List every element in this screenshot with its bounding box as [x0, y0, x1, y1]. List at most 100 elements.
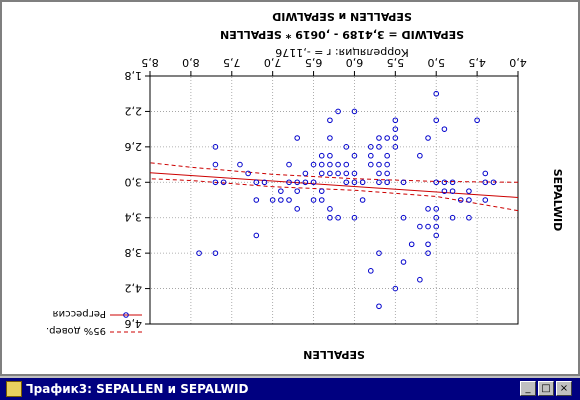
data-point: [343, 170, 350, 177]
data-point: [335, 161, 341, 168]
data-point: [376, 303, 382, 310]
confidence-lower-line: [149, 178, 519, 212]
data-point: [237, 161, 243, 168]
data-point: [400, 214, 407, 221]
data-point: [253, 197, 260, 203]
data-point: [286, 161, 292, 168]
close-button[interactable]: ×: [556, 381, 572, 396]
data-point: [220, 179, 227, 186]
data-point: [384, 135, 390, 141]
data-point: [466, 197, 472, 203]
y-tick-label: 4,2: [125, 282, 143, 295]
data-point: [392, 135, 399, 141]
y-tick-label: 4,6: [125, 317, 143, 330]
data-point: [457, 197, 464, 203]
data-point: [441, 188, 448, 194]
data-point: [417, 276, 423, 283]
window-titlebar[interactable]: Ꞁрафик3: SEPALLEN и SEPALWID _ □ ×: [0, 376, 580, 400]
data-point: [343, 144, 350, 150]
data-point: [433, 223, 440, 230]
data-point: [212, 161, 219, 168]
data-point: [318, 161, 325, 168]
data-point: [433, 214, 440, 221]
data-point: [392, 126, 399, 132]
data-point: [433, 90, 440, 97]
graph-app-icon[interactable]: [6, 381, 22, 397]
correlation-text: Корреляция: r = -,1176: [275, 46, 409, 59]
data-point: [212, 144, 219, 150]
data-point: [327, 206, 333, 212]
data-point: [212, 179, 219, 186]
regression-equation: SEPALWID = 3,4189 - ,0619 * SEPALLEN: [220, 28, 464, 41]
data-point: [351, 214, 358, 221]
data-point: [425, 135, 431, 141]
chart-title: SEPALLEN и SEPALWID: [272, 10, 412, 23]
data-point: [335, 170, 341, 177]
data-point: [425, 241, 431, 248]
data-point: [335, 214, 341, 221]
data-point: [351, 170, 358, 177]
data-point: [384, 170, 390, 177]
data-point: [318, 188, 325, 194]
data-point: [474, 117, 480, 124]
x-tick-label: 6,0: [346, 56, 364, 69]
legend-point-swatch: [123, 312, 129, 318]
confidence-band: [149, 162, 519, 212]
data-point: [253, 179, 260, 186]
data-point: [351, 108, 358, 115]
y-tick-labels: 1,8 2,2 2,6 3,0 3,4 3,8 4,2 4,6: [125, 69, 150, 330]
regression-line: [149, 172, 519, 198]
data-point: [433, 179, 440, 186]
data-point: [286, 197, 292, 203]
data-point: [376, 250, 382, 256]
data-point: [335, 108, 341, 115]
x-tick-labels: 4,0 4,5 5,0 5,5 6,0 6,5 7,0 7,5 8,0 8,5: [141, 56, 527, 76]
data-point: [327, 161, 333, 168]
data-point: [482, 197, 489, 203]
x-tick-label: 4,5: [468, 56, 486, 69]
x-tick-label: 5,5: [387, 56, 405, 69]
data-point: [253, 232, 260, 239]
data-point: [466, 214, 472, 221]
legend-regression-label: Регрессия: [53, 308, 106, 319]
data-point: [449, 179, 456, 186]
data-point: [392, 285, 399, 292]
plot-area: 4,0 4,5 5,0 5,5 6,0 6,5 7,0 7,5 8,0 8,5 1,8 2,2 2,6…: [0, 0, 580, 376]
data-point: [294, 179, 300, 186]
data-point: [318, 170, 325, 177]
minimize-button[interactable]: _: [520, 381, 536, 396]
data-point: [441, 126, 448, 132]
data-point: [327, 117, 333, 124]
data-point: [425, 223, 431, 230]
data-point: [376, 144, 382, 150]
maximize-button[interactable]: □: [538, 381, 554, 396]
data-point: [449, 214, 456, 221]
window-title: Ꞁрафик3: SEPALLEN и SEPALWID: [26, 382, 249, 396]
data-point: [376, 179, 382, 186]
data-point: [343, 179, 350, 186]
x-tick-label: 4,0: [509, 56, 527, 69]
data-point: [269, 197, 276, 203]
y-axis-title: SEPALWID: [551, 169, 564, 232]
x-tick-label: 8,5: [141, 56, 159, 69]
data-point: [400, 179, 407, 186]
regression-fit-line: [149, 172, 519, 198]
data-point: [433, 232, 440, 239]
data-point: [376, 135, 382, 141]
data-point: [294, 206, 300, 212]
data-point: [376, 170, 382, 177]
data-point: [384, 179, 390, 186]
data-point: [327, 152, 333, 159]
x-tick-label: 6,5: [305, 56, 323, 69]
data-point: [245, 170, 251, 177]
data-point: [261, 179, 268, 186]
data-point: [318, 152, 325, 159]
data-point: [351, 179, 358, 186]
x-tick-label: 7,0: [264, 56, 282, 69]
data-point: [327, 135, 333, 141]
data-point: [490, 179, 497, 186]
data-point: [449, 188, 456, 194]
y-tick-label: 3,4: [125, 211, 143, 224]
data-point: [368, 152, 374, 159]
